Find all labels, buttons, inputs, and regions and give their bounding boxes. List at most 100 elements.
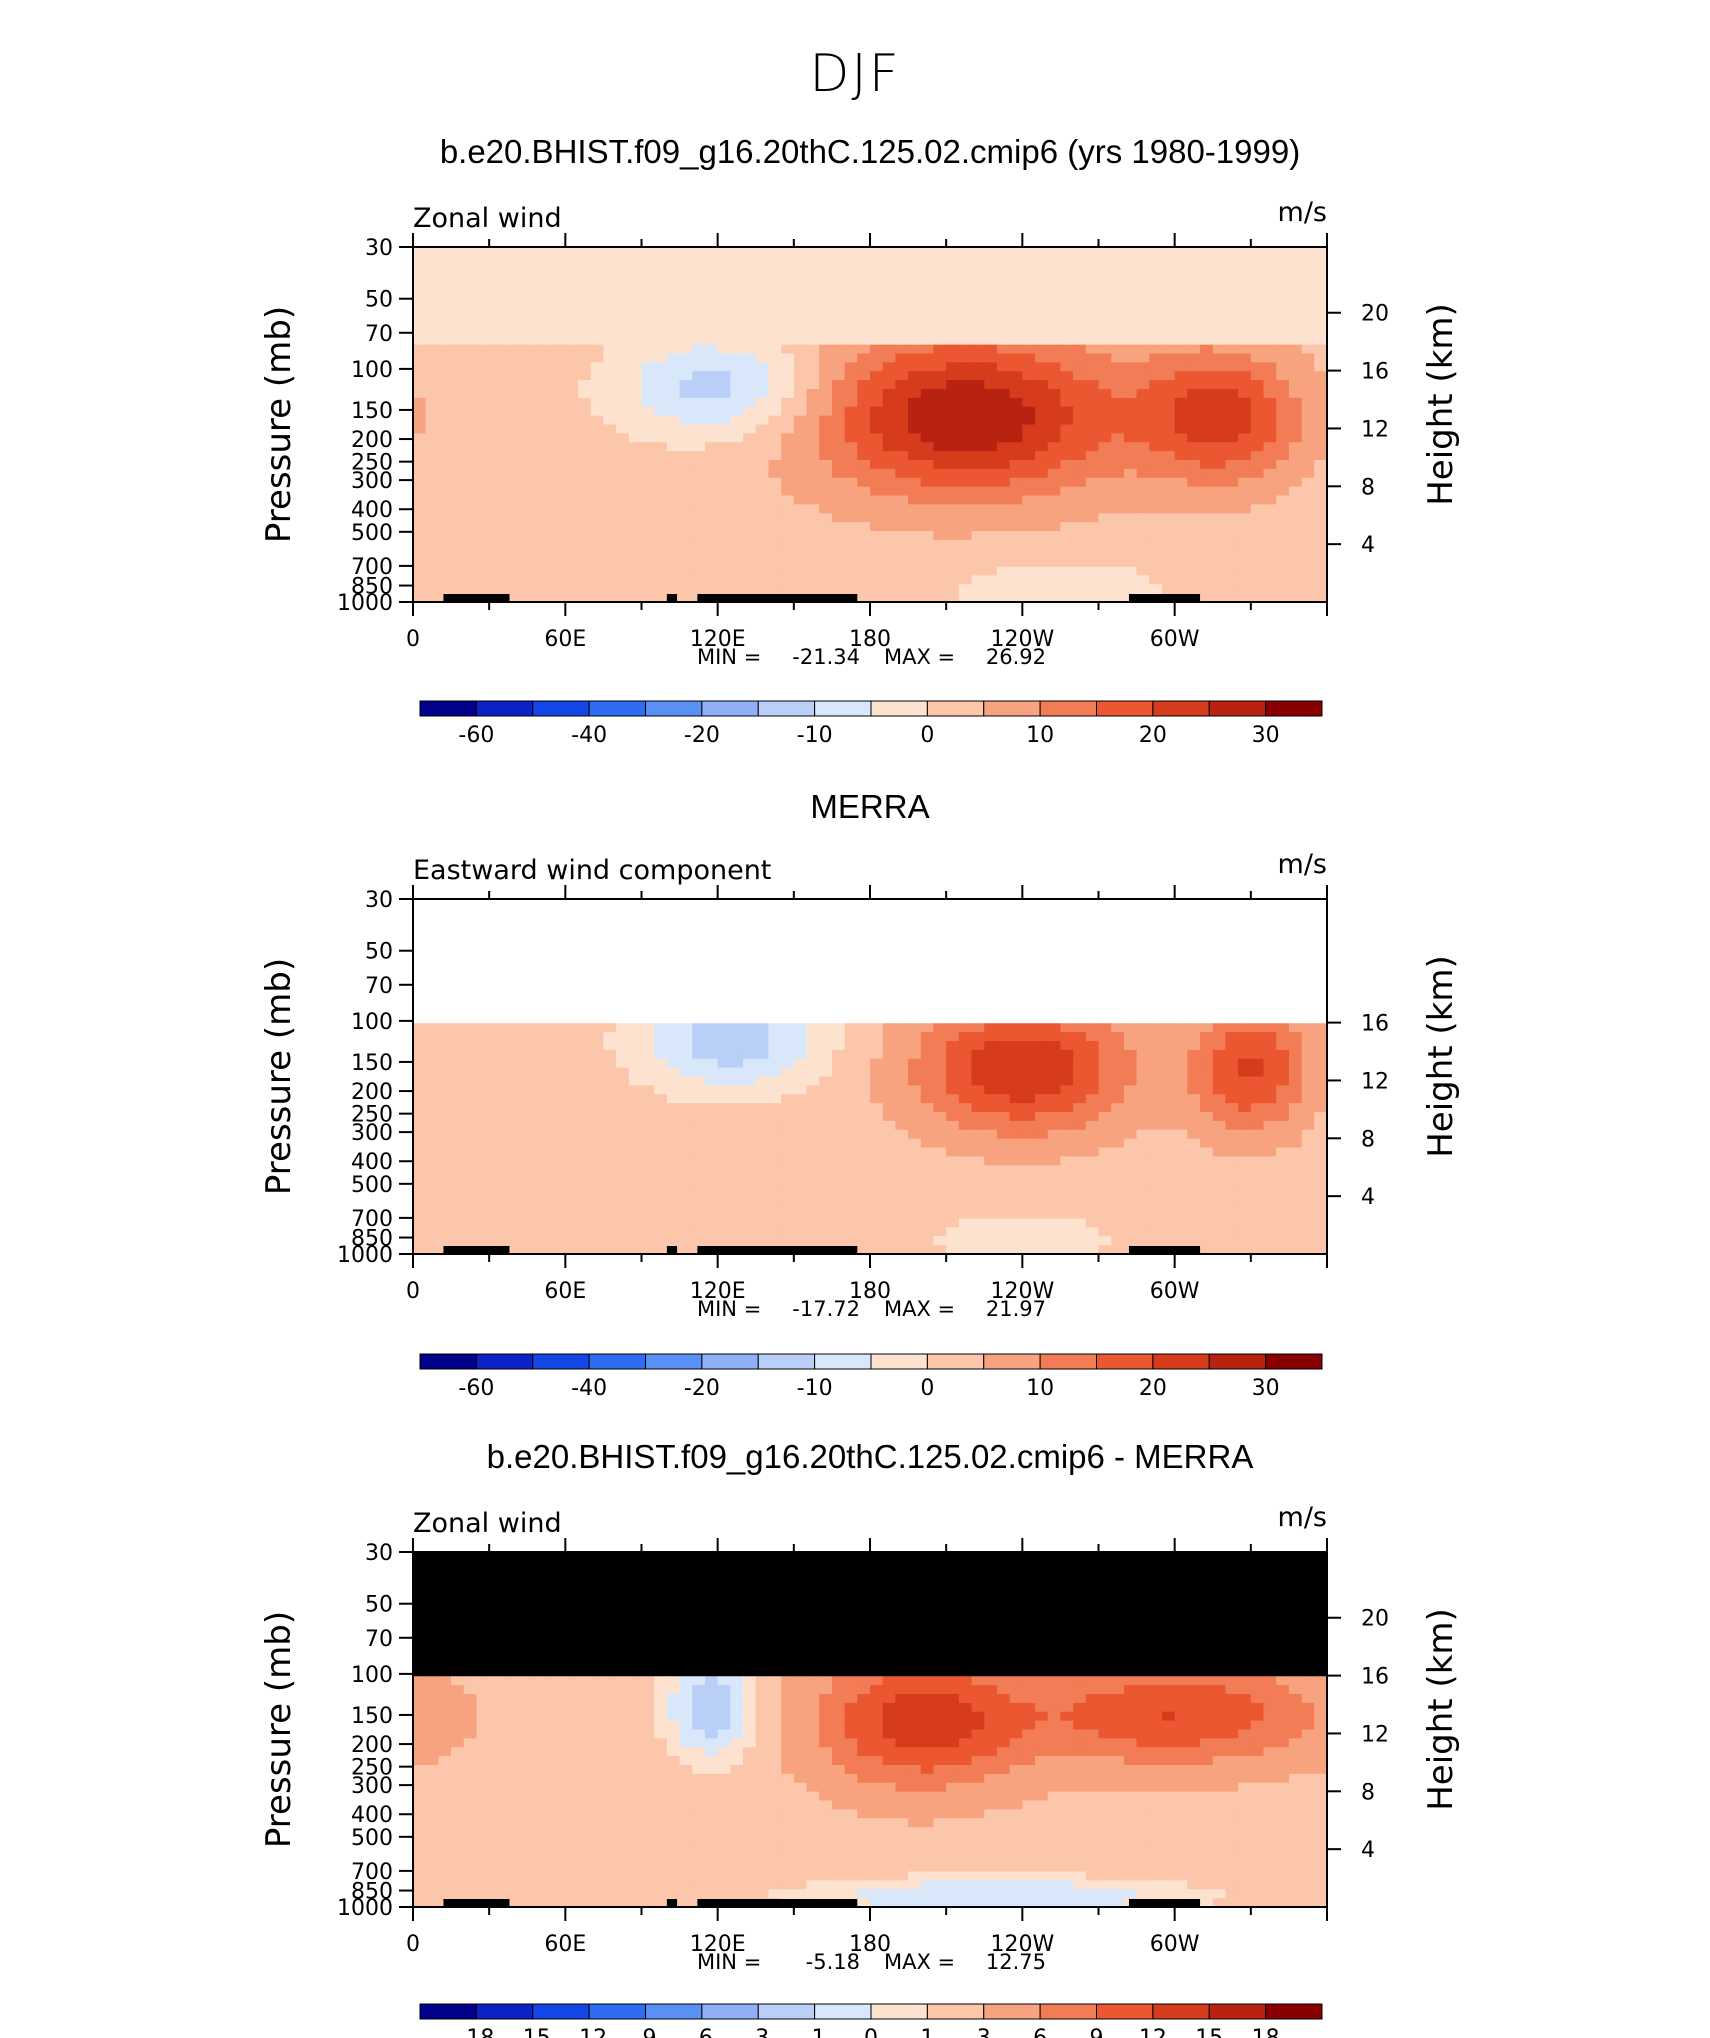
field-cell	[666, 406, 681, 417]
field-cell	[1288, 1023, 1303, 1033]
field-cell	[844, 522, 858, 532]
field-cell	[933, 273, 947, 284]
field-cell	[1060, 353, 1074, 363]
field-cell	[1009, 1023, 1023, 1033]
field-cell	[616, 397, 630, 408]
field-cell	[1225, 300, 1239, 310]
field-cell	[539, 1032, 554, 1042]
field-cell	[476, 442, 490, 452]
field-cell	[882, 1112, 896, 1122]
field-cell	[1009, 925, 1023, 936]
field-cell	[971, 309, 985, 319]
field-cell	[641, 970, 655, 980]
field-cell	[984, 460, 998, 470]
units-label: m/s	[1278, 197, 1327, 228]
field-cell	[628, 934, 643, 944]
field-cell	[971, 255, 985, 266]
field-cell	[1314, 397, 1328, 408]
field-cell	[1174, 326, 1188, 337]
field-cell	[755, 1049, 770, 1060]
field-cell	[489, 539, 503, 550]
field-cell	[565, 566, 579, 576]
field-cell	[958, 1067, 973, 1078]
field-cell	[730, 309, 744, 319]
field-cell	[1098, 513, 1112, 523]
field-cell	[679, 522, 693, 532]
field-cell	[1161, 952, 1176, 962]
field-cell	[1238, 907, 1252, 918]
field-cell	[616, 353, 630, 363]
field-cell	[971, 899, 985, 909]
field-cell	[755, 468, 770, 479]
field-cell	[1022, 531, 1036, 541]
field-cell	[603, 584, 617, 594]
field-cell	[565, 442, 579, 452]
field-cell	[743, 1085, 757, 1095]
field-cell	[476, 406, 490, 417]
field-cell	[768, 318, 782, 328]
field-cell	[552, 477, 566, 488]
field-cell	[1161, 907, 1176, 918]
field-cell	[514, 539, 528, 550]
field-cell	[578, 477, 592, 488]
field-cell	[781, 1112, 795, 1122]
field-cell	[768, 264, 782, 275]
field-cell	[578, 987, 592, 998]
field-cell	[425, 1067, 439, 1078]
field-cell	[730, 380, 744, 390]
field-cell	[958, 247, 973, 257]
field-cell	[819, 1067, 833, 1078]
field-cell	[755, 1129, 770, 1140]
field-cell	[831, 460, 846, 470]
field-cell	[844, 978, 858, 989]
field-cell	[958, 255, 973, 266]
colorbar-swatch	[870, 700, 928, 717]
field-cell	[844, 916, 858, 927]
field-cell	[1301, 522, 1315, 532]
field-cell	[1123, 996, 1138, 1007]
field-cell	[628, 970, 643, 980]
field-cell	[463, 978, 478, 989]
field-cell	[781, 943, 795, 953]
field-cell	[920, 415, 935, 426]
field-cell	[819, 566, 833, 576]
field-cell	[946, 318, 960, 328]
field-cell	[996, 255, 1011, 266]
field-cell	[844, 406, 858, 417]
field-cell	[984, 970, 998, 980]
field-cell	[1200, 326, 1214, 337]
field-cell	[641, 424, 655, 434]
field-cell	[1047, 247, 1062, 257]
field-cell	[1200, 961, 1214, 971]
field-cell	[641, 255, 655, 266]
field-cell	[603, 433, 617, 443]
field-cell	[768, 925, 782, 936]
field-cell	[755, 943, 770, 953]
field-cell	[958, 1014, 973, 1024]
field-cell	[857, 353, 871, 363]
field-cell	[425, 970, 439, 980]
field-cell	[1022, 1138, 1036, 1149]
field-cell	[476, 899, 490, 909]
field-cell	[565, 1058, 579, 1069]
field-cell	[1035, 916, 1049, 927]
field-cell	[806, 1032, 820, 1042]
field-cell	[908, 371, 922, 381]
field-cell	[857, 504, 871, 514]
field-cell	[692, 1023, 706, 1033]
field-cell	[489, 442, 503, 452]
field-cell	[946, 326, 960, 337]
field-cell	[578, 318, 592, 328]
field-cell	[1263, 335, 1277, 346]
field-cell	[590, 1103, 605, 1113]
field-cell	[1276, 326, 1290, 337]
field-cell	[1111, 1138, 1125, 1149]
field-cell	[616, 468, 630, 479]
field-cell	[590, 424, 605, 434]
field-cell	[1047, 1112, 1062, 1122]
field-cell	[958, 566, 973, 576]
field-cell	[1009, 335, 1023, 346]
colorbar-tick-label: -20	[684, 723, 720, 748]
field-cell	[578, 1041, 592, 1051]
field-cell	[895, 309, 909, 319]
